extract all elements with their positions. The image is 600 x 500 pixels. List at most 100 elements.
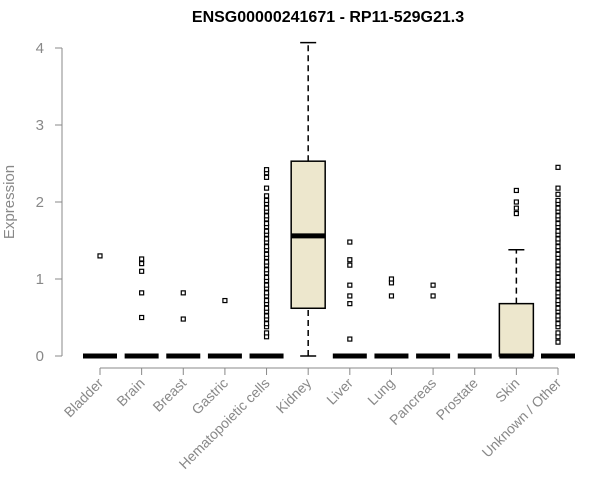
- outlier-point: [555, 197, 561, 204]
- x-tick-label: Breast: [149, 375, 189, 415]
- outlier-point: [555, 313, 561, 319]
- outlier-point: [555, 305, 561, 311]
- outlier-point: [139, 261, 145, 267]
- box-group: [290, 41, 326, 357]
- box: [498, 302, 535, 357]
- outlier-point: [139, 256, 145, 262]
- x-tick-label: Liver: [323, 375, 356, 408]
- outlier-point: [263, 244, 270, 250]
- outlier-point: [555, 251, 561, 257]
- outlier-point: [347, 257, 353, 263]
- outlier-point: [555, 228, 561, 234]
- outlier-point: [555, 191, 561, 197]
- outlier-point: [139, 314, 145, 321]
- outlier-point: [555, 267, 561, 273]
- outlier-point: [555, 297, 561, 304]
- plot-area: [83, 41, 575, 359]
- outlier-point: [430, 293, 436, 299]
- outlier-point: [555, 185, 561, 191]
- outlier-point: [180, 316, 186, 322]
- outlier-point: [263, 174, 270, 180]
- outlier-point: [513, 210, 519, 217]
- outlier-point: [97, 253, 103, 259]
- outlier-point: [555, 220, 561, 227]
- x-tick-label: Skin: [492, 375, 523, 406]
- box-group: [249, 167, 284, 359]
- outlier-point: [263, 193, 270, 199]
- outlier-point: [222, 297, 228, 304]
- outlier-point: [263, 290, 270, 296]
- outlier-point: [347, 336, 353, 342]
- outlier-point: [347, 282, 353, 288]
- box-group: [124, 256, 159, 359]
- outlier-point: [263, 321, 270, 327]
- x-tick-label: Lung: [364, 375, 397, 408]
- outlier-point: [555, 236, 561, 242]
- outlier-point: [388, 293, 395, 299]
- outlier-point: [263, 274, 270, 281]
- box-group: [416, 282, 451, 359]
- y-tick-label: 3: [36, 117, 44, 134]
- outlier-point: [263, 251, 270, 257]
- outlier-point: [263, 267, 270, 273]
- outlier-point: [263, 313, 270, 319]
- outlier-point: [263, 282, 270, 288]
- outlier-point: [555, 321, 561, 327]
- box-group: [207, 297, 242, 359]
- outlier-point: [263, 197, 270, 204]
- outlier-point: [555, 290, 561, 296]
- outlier-point: [263, 220, 270, 227]
- outlier-point: [555, 205, 561, 211]
- chart-title: ENSG00000241671 - RP11-529G21.3: [192, 9, 464, 26]
- outlier-point: [347, 293, 353, 299]
- outlier-point: [263, 213, 270, 219]
- outlier-point: [430, 282, 436, 288]
- outlier-point: [139, 268, 145, 274]
- outlier-point: [555, 274, 561, 281]
- outlier-point: [263, 236, 270, 242]
- outlier-point: [555, 259, 561, 265]
- outlier-point: [263, 305, 270, 311]
- outlier-point: [263, 185, 270, 191]
- box-group: [166, 290, 201, 359]
- outlier-point: [263, 167, 270, 173]
- y-axis-label: Expression: [1, 165, 18, 239]
- outlier-point: [555, 330, 561, 336]
- outlier-point: [555, 164, 561, 170]
- outlier-point: [513, 205, 519, 211]
- outlier-point: [513, 187, 519, 194]
- x-tick-label: Prostate: [433, 375, 481, 423]
- x-tick-label: Unknown / Other: [479, 375, 565, 461]
- outlier-point: [263, 205, 270, 211]
- box-group: [374, 276, 409, 359]
- outlier-point: [263, 228, 270, 234]
- outlier-point: [263, 297, 270, 304]
- y-tick-label: 4: [36, 40, 44, 57]
- outlier-point: [513, 199, 519, 205]
- y-tick-label: 0: [36, 348, 44, 365]
- x-tick-label: Bladder: [61, 375, 107, 421]
- outlier-point: [347, 239, 353, 245]
- outlier-point: [263, 330, 270, 336]
- outlier-point: [347, 301, 353, 307]
- outlier-point: [139, 290, 145, 296]
- box-group: [498, 187, 535, 359]
- outlier-point: [180, 290, 186, 296]
- outlier-point: [555, 282, 561, 288]
- outlier-point: [555, 244, 561, 250]
- outlier-point: [388, 276, 395, 282]
- y-tick-label: 2: [36, 194, 44, 211]
- y-tick-label: 1: [36, 271, 44, 288]
- box-group: [332, 239, 367, 359]
- x-tick-label: Kidney: [273, 375, 315, 417]
- box-group: [541, 164, 575, 359]
- outlier-point: [347, 262, 353, 268]
- x-tick-label: Brain: [113, 375, 147, 409]
- outlier-point: [555, 339, 561, 345]
- y-axis: 0 1 2 3 4: [36, 40, 63, 365]
- outlier-point: [263, 259, 270, 265]
- outlier-point: [555, 213, 561, 219]
- box-group: [83, 253, 117, 359]
